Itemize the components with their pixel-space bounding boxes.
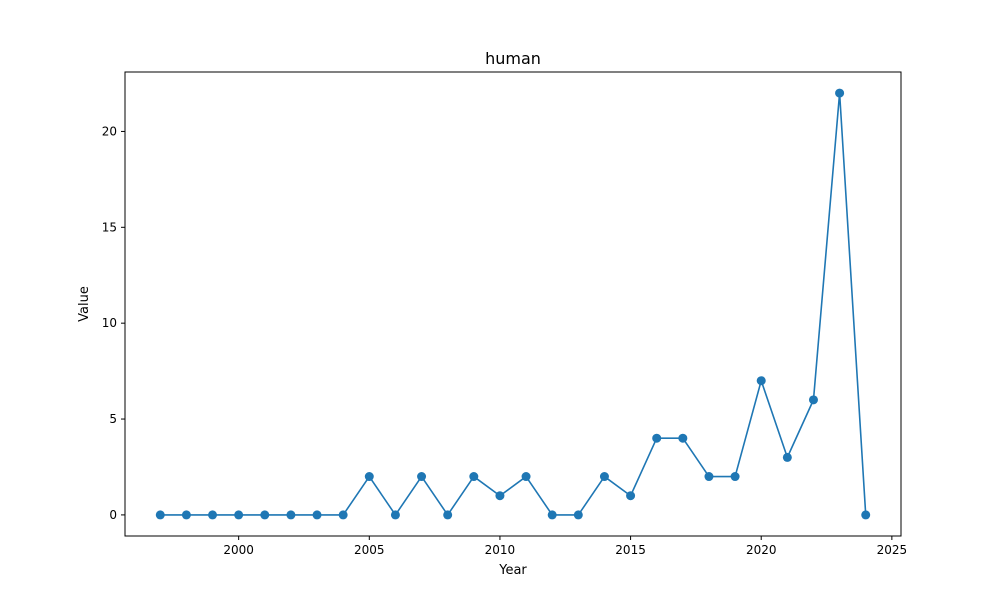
- data-point-2018: [704, 472, 714, 482]
- data-point-2020: [756, 376, 766, 386]
- data-point-2000: [234, 510, 244, 520]
- x-tick-label-2005: 2005: [354, 543, 385, 557]
- data-point-2014: [599, 472, 609, 482]
- plot-area: [125, 72, 901, 536]
- data-point-1997: [155, 510, 165, 520]
- data-point-2023: [835, 88, 845, 98]
- data-point-2019: [730, 472, 740, 482]
- x-axis-label: Year: [498, 563, 527, 578]
- data-point-2006: [390, 510, 400, 520]
- data-point-2009: [469, 472, 479, 482]
- x-tick-label-2000: 2000: [223, 543, 254, 557]
- data-point-2005: [364, 472, 374, 482]
- data-point-2017: [678, 433, 688, 443]
- data-point-2016: [652, 433, 662, 443]
- data-point-2021: [782, 452, 792, 462]
- data-point-1999: [208, 510, 218, 520]
- data-point-2013: [573, 510, 583, 520]
- data-point-2015: [626, 491, 636, 501]
- y-tick-label-5: 5: [109, 412, 117, 426]
- data-point-2012: [547, 510, 557, 520]
- x-tick-label-2010: 2010: [485, 543, 516, 557]
- x-tick-label-2025: 2025: [877, 543, 908, 557]
- data-point-2002: [286, 510, 296, 520]
- x-tick-label-2015: 2015: [615, 543, 646, 557]
- series-layer: [155, 88, 871, 520]
- y-tick-label-20: 20: [102, 124, 117, 138]
- data-point-2008: [443, 510, 453, 520]
- plot-frame: [124, 71, 902, 537]
- chart-title: human: [485, 49, 541, 68]
- y-tick-label-0: 0: [109, 508, 117, 522]
- series-line-human: [160, 92, 867, 516]
- axes-layer: 2000 2005 2010 2015 2020 2025 0 5 10 15 20: [102, 124, 907, 557]
- data-point-2001: [260, 510, 270, 520]
- data-point-2011: [521, 472, 531, 482]
- y-tick-label-15: 15: [102, 220, 117, 234]
- x-tick-label-2020: 2020: [746, 543, 777, 557]
- y-tick-label-10: 10: [102, 316, 117, 330]
- data-point-2022: [808, 395, 818, 405]
- data-point-2003: [312, 510, 322, 520]
- y-axis-label: Value: [77, 286, 92, 322]
- data-point-1998: [181, 510, 191, 520]
- data-point-2010: [495, 491, 505, 501]
- data-point-2024: [861, 510, 871, 520]
- data-point-2007: [417, 472, 427, 482]
- data-point-2004: [338, 510, 348, 520]
